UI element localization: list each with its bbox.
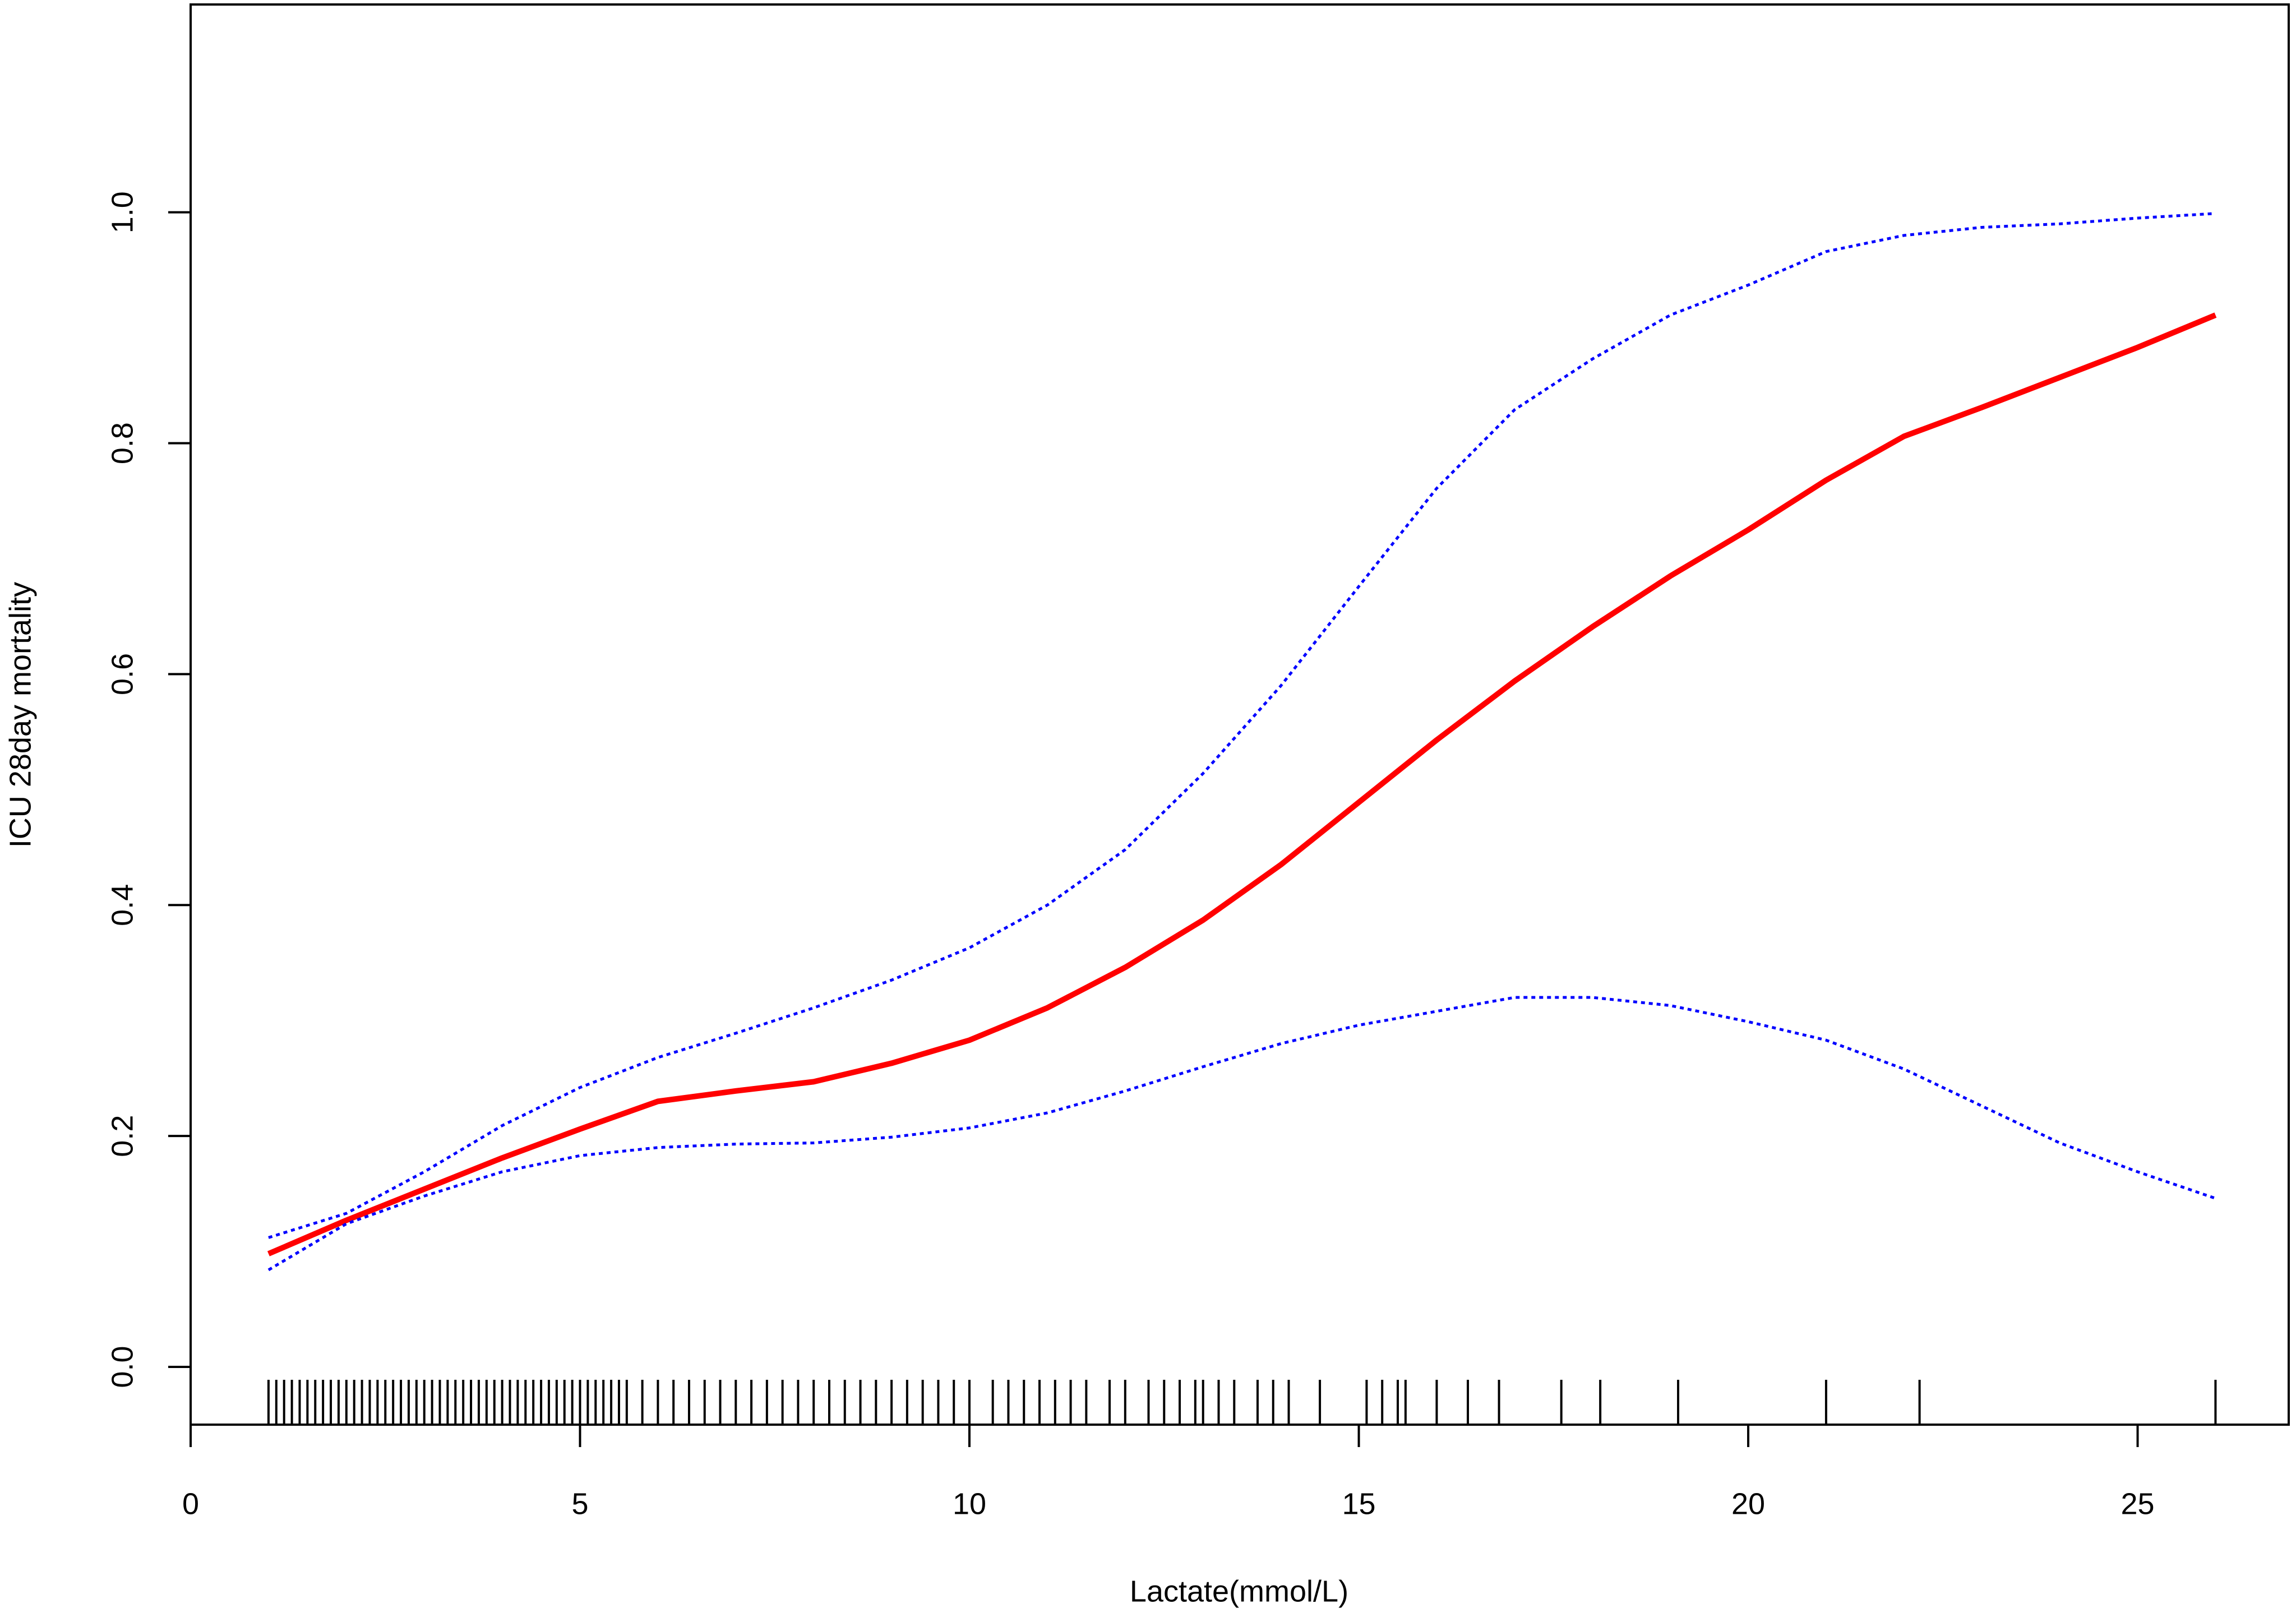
y-tick-label: 0.4 bbox=[105, 884, 139, 926]
confidence-band bbox=[268, 212, 2216, 1239]
fit-line bbox=[267, 312, 2217, 1256]
x-tick-label: 10 bbox=[953, 1487, 986, 1521]
plot-frame bbox=[190, 3, 2290, 1426]
y-tick-label: 0.8 bbox=[105, 422, 139, 464]
y-axis-title: ICU 28day mortality bbox=[3, 582, 37, 848]
x-tick-label: 25 bbox=[2121, 1487, 2154, 1521]
y-tick-label: 0.0 bbox=[105, 1346, 139, 1388]
x-axis-title: Lactate(mmol/L) bbox=[1130, 1574, 1348, 1608]
x-tick-label: 0 bbox=[182, 1487, 199, 1521]
y-tick-label: 0.2 bbox=[105, 1115, 139, 1157]
y-tick-label: 0.6 bbox=[105, 653, 139, 695]
x-tick-label: 15 bbox=[1342, 1487, 1375, 1521]
x-tick-label: 20 bbox=[1731, 1487, 1765, 1521]
y-tick-label: 1.0 bbox=[105, 191, 139, 233]
x-tick-label: 5 bbox=[571, 1487, 588, 1521]
confidence-band bbox=[267, 996, 2216, 1272]
